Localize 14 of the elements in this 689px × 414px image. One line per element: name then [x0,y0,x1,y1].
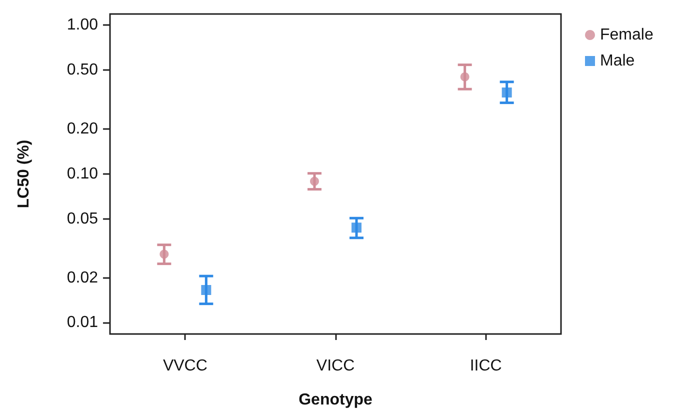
y-tick-label: 0.50 [66,62,98,79]
x-tick-label: VVCC [162,358,208,374]
y-tick-label: 1.00 [66,16,98,34]
legend-label: Male [600,52,635,70]
y-tick-label: 0.10 [66,165,98,182]
y-tick-label: 0.01 [66,314,98,332]
y-tick-label: 0.20 [66,120,98,138]
x-tick-label: IICC [470,358,502,374]
x-tick-label: VICC [316,358,355,374]
legend-label: Female [600,26,654,44]
y-tick-label: 0.05 [66,210,98,228]
y-tick-label: 0.02 [66,269,98,286]
x-axis-title: Genotype [298,392,372,408]
y-axis-title: LC50 (%) [16,140,32,208]
